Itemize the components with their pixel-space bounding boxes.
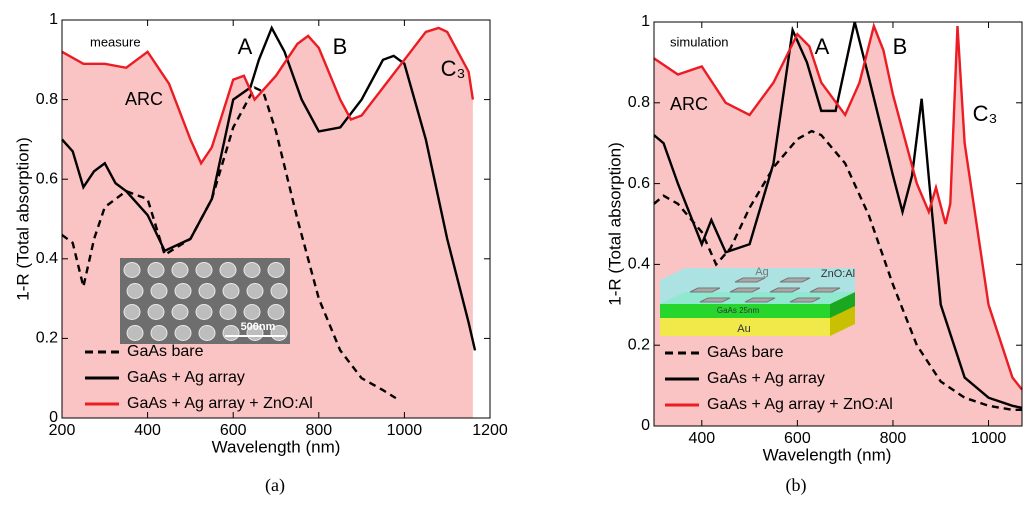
- sem-inset: [120, 258, 290, 344]
- plot-frame: [653, 21, 1023, 427]
- inset-label: 500nm: [241, 321, 276, 333]
- caption: (a): [265, 475, 285, 496]
- chart: 200 400 600 800 1000 1200 0 0.2 0.4 0.6 0.8 1 Wavele…: [13, 11, 507, 496]
- annotation: A: [815, 34, 830, 59]
- x-tick-label: 200: [49, 422, 76, 439]
- y-tick-label: 0.4: [36, 250, 58, 267]
- x-tick-label: 800: [305, 422, 332, 439]
- x-tick-label: 1000: [387, 422, 423, 439]
- series-line: [653, 22, 1023, 391]
- x-tick-label: 600: [220, 422, 247, 439]
- series-line: [61, 26, 475, 166]
- legend-label: GaAs bare: [707, 344, 784, 361]
- y-tick-label: 0.6: [36, 170, 58, 187]
- y-tick-label: 0.6: [628, 175, 650, 192]
- annotation: B: [333, 34, 348, 59]
- legend-label: GaAs + Ag array: [707, 370, 825, 387]
- annotation: simulation: [670, 34, 729, 49]
- x-axis-label: Wavelength (nm): [212, 437, 341, 456]
- y-tick-label: 0: [641, 417, 650, 434]
- y-tick-label: 1: [641, 13, 650, 30]
- plot-frame: [61, 19, 491, 419]
- y-axis-label: 1-R (Total absorption): [13, 137, 32, 300]
- y-tick-label: 1: [49, 11, 58, 28]
- y-tick-label: 0.2: [628, 336, 650, 353]
- annotation: measure: [90, 34, 141, 49]
- x-tick-label: 400: [134, 422, 161, 439]
- annotation: ARC: [125, 89, 163, 109]
- y-tick-label: 0.8: [628, 94, 650, 111]
- y-tick-label: 0.8: [36, 91, 58, 108]
- x-tick-label: 600: [784, 430, 811, 447]
- x-tick-label: 800: [880, 430, 907, 447]
- series-line: [653, 129, 1022, 412]
- y-tick-label: 0.4: [628, 256, 650, 273]
- y-tick-label: 0.2: [36, 330, 58, 347]
- annotation: B: [893, 34, 908, 59]
- legend-label: GaAs + Ag array + ZnO:Al: [707, 396, 893, 413]
- device-inset: [660, 268, 855, 336]
- inset-label: GaAs 25nm: [717, 306, 760, 315]
- series-line: [61, 86, 397, 400]
- annotation: A: [238, 34, 253, 59]
- annotation: C₃: [973, 101, 998, 126]
- caption: (b): [786, 475, 807, 496]
- series-line: [61, 25, 477, 351]
- legend-label: GaAs + Ag array + ZnO:Al: [127, 395, 313, 412]
- y-tick-label: 0: [49, 409, 58, 426]
- legend-label: GaAs bare: [127, 343, 204, 360]
- legend-label: GaAs + Ag array: [127, 369, 245, 386]
- chart: 400 600 800 1000 0 0.2 0.4 0.6 0.8 1 Wavelength (n…: [605, 13, 1023, 496]
- x-tick-label: 1200: [472, 422, 508, 439]
- series-line: [653, 21, 1023, 409]
- inset-label: Au: [737, 323, 750, 335]
- inset-label: Ag: [755, 266, 768, 278]
- annotation: ARC: [670, 94, 708, 114]
- annotation: C₃: [441, 56, 466, 81]
- inset-label: ZnO:Al: [821, 268, 855, 280]
- x-axis-label: Wavelength (nm): [763, 445, 892, 464]
- y-axis-label: 1-R (Total absorption): [605, 142, 624, 305]
- x-tick-label: 400: [688, 430, 715, 447]
- x-tick-label: 1000: [971, 430, 1007, 447]
